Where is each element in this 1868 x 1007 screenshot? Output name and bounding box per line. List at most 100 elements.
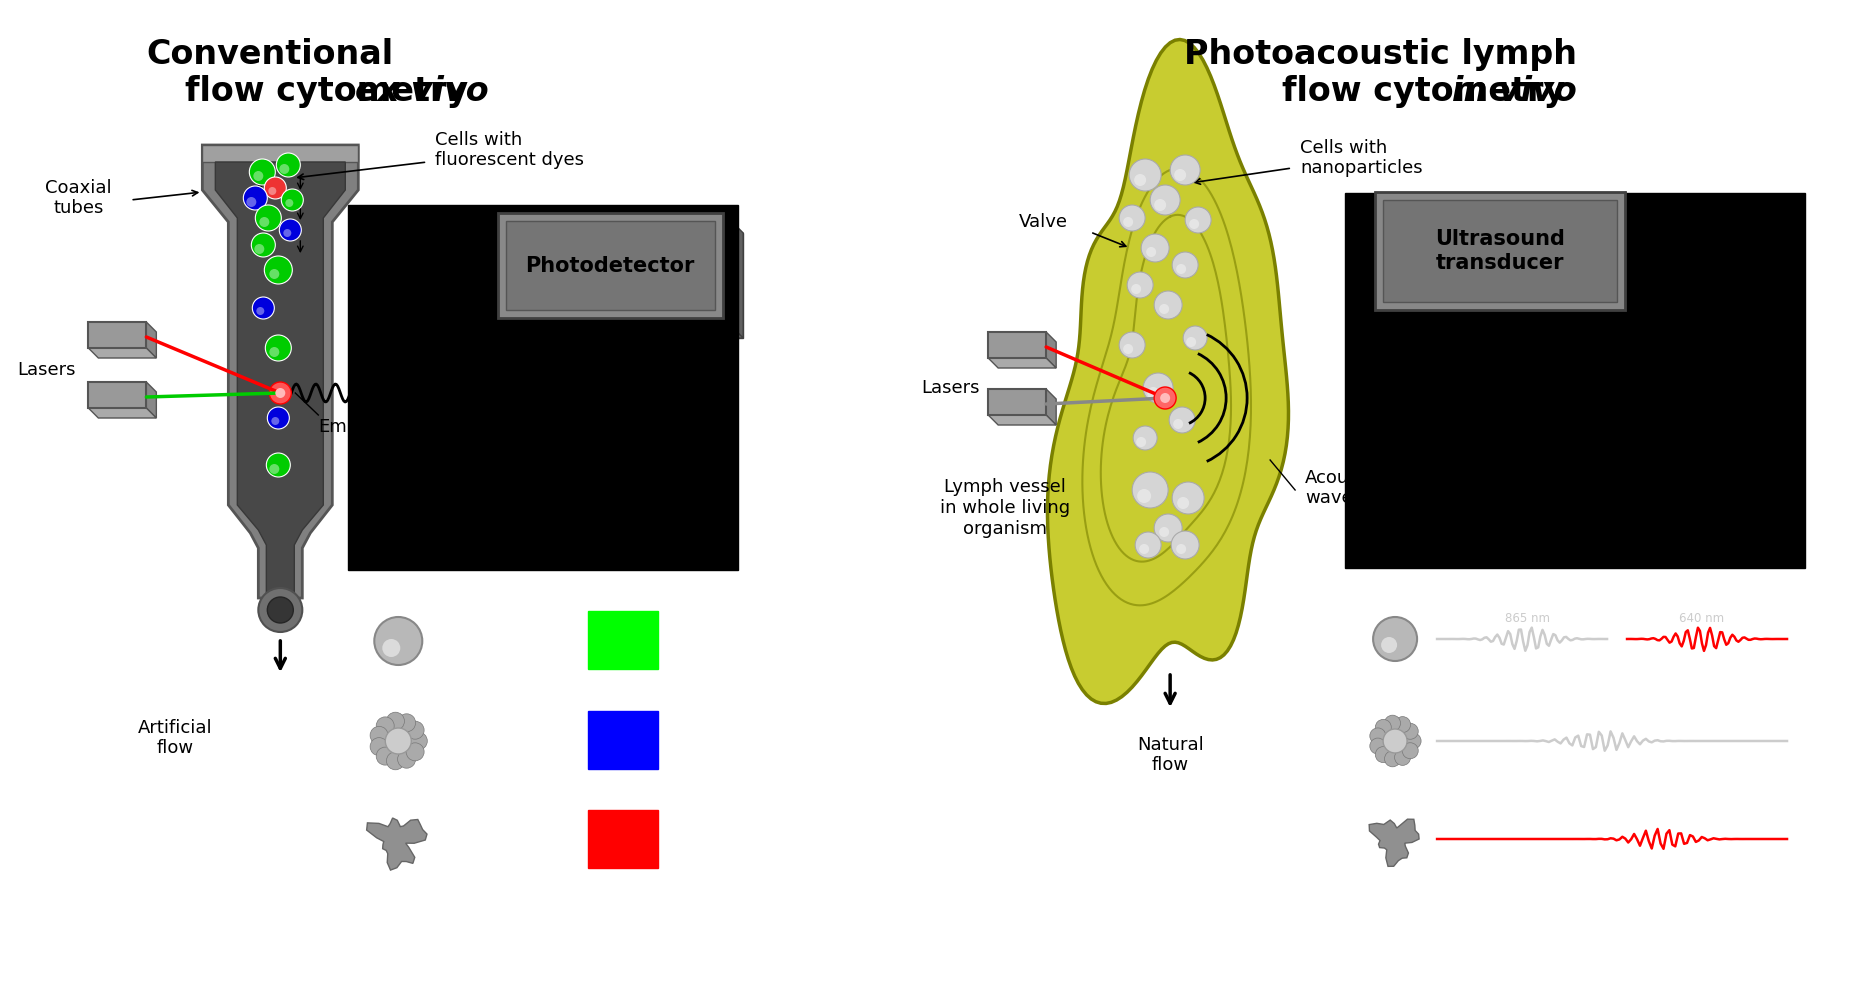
Circle shape — [1136, 437, 1147, 447]
Polygon shape — [499, 318, 743, 338]
Circle shape — [271, 417, 280, 425]
Circle shape — [267, 407, 290, 429]
Polygon shape — [499, 213, 723, 318]
Circle shape — [248, 159, 275, 185]
Circle shape — [269, 464, 280, 474]
Circle shape — [409, 732, 428, 750]
Text: Conventional: Conventional — [148, 38, 394, 71]
Polygon shape — [1397, 214, 1648, 332]
Polygon shape — [202, 145, 359, 598]
Polygon shape — [215, 162, 346, 596]
Circle shape — [1405, 733, 1422, 749]
Circle shape — [1136, 532, 1162, 558]
Circle shape — [258, 588, 303, 632]
Circle shape — [269, 347, 280, 357]
Circle shape — [1123, 217, 1134, 227]
Polygon shape — [517, 233, 743, 338]
Circle shape — [254, 244, 265, 254]
Text: Necrotic cell: Necrotic cell — [362, 777, 508, 797]
Circle shape — [1375, 719, 1392, 735]
Text: Normal cell: Normal cell — [1360, 578, 1493, 598]
Circle shape — [1132, 472, 1168, 508]
Polygon shape — [988, 415, 1055, 425]
Circle shape — [1190, 219, 1199, 229]
Circle shape — [1151, 185, 1181, 215]
Circle shape — [269, 382, 291, 404]
Circle shape — [1134, 426, 1156, 450]
Circle shape — [252, 233, 275, 257]
Polygon shape — [988, 358, 1055, 368]
Circle shape — [1169, 155, 1199, 185]
Text: Valve: Valve — [1020, 213, 1068, 231]
Polygon shape — [1345, 193, 1804, 568]
Circle shape — [1141, 234, 1169, 262]
Polygon shape — [506, 221, 715, 310]
Polygon shape — [1375, 310, 1648, 332]
Circle shape — [383, 639, 400, 657]
Circle shape — [1384, 751, 1401, 766]
Circle shape — [1126, 272, 1153, 298]
Polygon shape — [988, 389, 1046, 415]
Text: Lymph vessel
in whole living
organism: Lymph vessel in whole living organism — [940, 478, 1070, 538]
Circle shape — [1380, 637, 1397, 653]
Text: Cells with
fluorescent dyes: Cells with fluorescent dyes — [435, 131, 585, 169]
Text: Acoustic
waves: Acoustic waves — [1306, 468, 1380, 508]
Polygon shape — [88, 348, 157, 358]
Circle shape — [1395, 717, 1410, 733]
Circle shape — [260, 217, 269, 227]
Circle shape — [1177, 264, 1186, 274]
Circle shape — [275, 388, 286, 398]
Circle shape — [1184, 207, 1210, 233]
Text: Photodetector: Photodetector — [525, 256, 695, 276]
Circle shape — [1375, 746, 1392, 762]
Polygon shape — [988, 332, 1046, 358]
Circle shape — [265, 335, 291, 361]
Circle shape — [1186, 337, 1196, 347]
Text: Apoptotic cell: Apoptotic cell — [362, 678, 525, 698]
Text: Artificial
flow: Artificial flow — [138, 719, 213, 757]
Text: Natural
flow: Natural flow — [1138, 735, 1203, 774]
Circle shape — [1403, 743, 1418, 758]
Polygon shape — [1046, 389, 1055, 425]
Text: Ultrasound
transducer: Ultrasound transducer — [1435, 230, 1565, 273]
Circle shape — [1132, 284, 1141, 294]
Text: Coaxial
tubes: Coaxial tubes — [45, 178, 112, 218]
FancyBboxPatch shape — [588, 810, 658, 868]
Circle shape — [1128, 159, 1162, 191]
Circle shape — [1154, 514, 1182, 542]
Circle shape — [1171, 252, 1197, 278]
Text: Cells with
nanoparticles: Cells with nanoparticles — [1300, 139, 1423, 177]
Polygon shape — [1048, 39, 1289, 704]
Circle shape — [1147, 247, 1156, 257]
Polygon shape — [1625, 192, 1648, 332]
Circle shape — [269, 269, 280, 279]
Circle shape — [1395, 749, 1410, 765]
Polygon shape — [1046, 332, 1055, 368]
Polygon shape — [723, 213, 743, 338]
Circle shape — [387, 752, 405, 769]
Circle shape — [286, 199, 293, 207]
Text: flow cytometry: flow cytometry — [1281, 75, 1577, 108]
Text: Necrotic cell: Necrotic cell — [1360, 778, 1506, 798]
Circle shape — [1171, 482, 1205, 514]
Text: Lasers: Lasers — [921, 379, 981, 397]
Circle shape — [1175, 169, 1186, 181]
Text: 640 nm: 640 nm — [1679, 612, 1724, 625]
Circle shape — [1139, 544, 1149, 554]
Polygon shape — [347, 205, 738, 570]
Circle shape — [269, 187, 276, 195]
Circle shape — [265, 256, 291, 284]
Circle shape — [1119, 205, 1145, 231]
Circle shape — [387, 712, 405, 730]
Polygon shape — [146, 322, 157, 358]
Circle shape — [1373, 617, 1418, 661]
Circle shape — [398, 750, 415, 768]
Circle shape — [1177, 544, 1186, 554]
Polygon shape — [88, 322, 146, 348]
Text: 865 nm: 865 nm — [1504, 612, 1550, 625]
Circle shape — [370, 738, 389, 755]
Circle shape — [1138, 489, 1151, 504]
Circle shape — [1177, 497, 1190, 509]
Circle shape — [280, 164, 290, 174]
Circle shape — [1173, 419, 1182, 429]
